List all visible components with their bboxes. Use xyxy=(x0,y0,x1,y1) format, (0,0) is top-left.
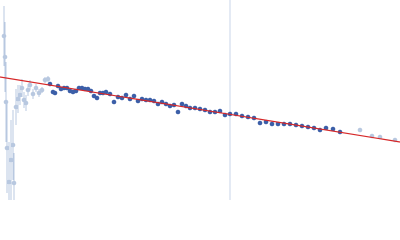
point xyxy=(175,109,181,115)
point xyxy=(269,121,275,127)
point xyxy=(45,76,51,82)
point xyxy=(36,90,42,96)
point xyxy=(323,125,329,131)
point xyxy=(17,92,23,98)
point xyxy=(131,93,137,99)
point xyxy=(357,127,363,133)
point xyxy=(94,95,100,101)
point xyxy=(39,87,45,93)
point xyxy=(179,101,185,107)
point xyxy=(111,99,117,105)
point xyxy=(330,126,336,132)
chart xyxy=(0,0,400,200)
point xyxy=(30,91,36,97)
point xyxy=(23,100,29,106)
point xyxy=(2,54,8,60)
point xyxy=(11,180,17,186)
point xyxy=(33,85,39,91)
point xyxy=(25,87,31,93)
point xyxy=(3,99,9,105)
point xyxy=(257,120,263,126)
fit-line xyxy=(0,76,400,143)
page: {"chart_data": {"type": "scatter", "xlim… xyxy=(0,0,400,200)
point xyxy=(19,85,25,91)
point xyxy=(10,142,16,148)
point xyxy=(6,179,12,185)
point xyxy=(103,89,109,95)
point xyxy=(8,157,14,163)
point xyxy=(52,90,58,96)
point xyxy=(27,82,33,88)
point xyxy=(1,33,7,39)
point xyxy=(13,104,19,110)
point xyxy=(15,96,21,102)
point xyxy=(4,145,10,151)
point xyxy=(123,92,129,98)
